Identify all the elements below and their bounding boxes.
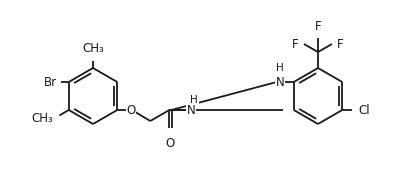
Text: F: F [292,37,298,50]
Text: F: F [336,37,343,50]
Text: Br: Br [43,75,57,89]
Text: F: F [314,20,320,33]
Text: Cl: Cl [357,103,369,117]
Text: CH₃: CH₃ [82,42,104,55]
Text: CH₃: CH₃ [31,113,53,126]
Text: H: H [275,63,283,73]
Text: N: N [187,103,195,117]
Text: O: O [126,103,136,117]
Text: H: H [190,95,198,105]
Text: O: O [165,137,175,150]
Text: N: N [275,75,284,89]
